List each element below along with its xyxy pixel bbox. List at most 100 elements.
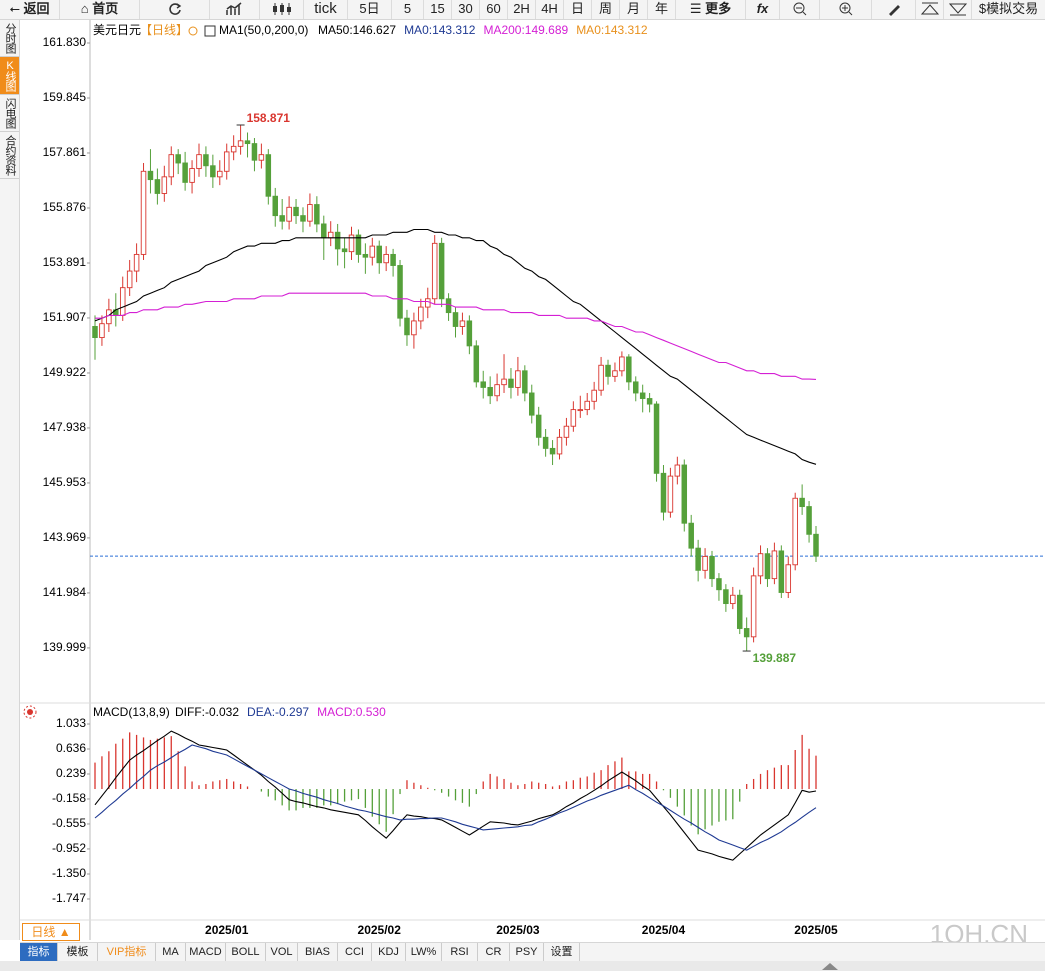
side-tab[interactable]: 闪电图 <box>0 95 19 132</box>
tab[interactable]: RSI <box>442 943 478 961</box>
candle-body <box>327 231 334 239</box>
candle-body <box>626 356 632 383</box>
candle-body <box>667 475 674 513</box>
candle-body <box>639 392 646 399</box>
period-button[interactable]: 60 <box>480 0 508 19</box>
candle-body <box>716 578 722 591</box>
icon <box>272 3 291 15</box>
tab[interactable]: 设置 <box>544 943 580 961</box>
candle-body <box>785 564 792 593</box>
tab[interactable]: LW% <box>406 943 442 961</box>
candle-body <box>563 425 570 438</box>
side-tab[interactable]: K线图 <box>0 57 19 95</box>
indicator-label: MA1(50,0,200,0) <box>219 23 308 37</box>
candle-body <box>750 575 757 638</box>
side-tab[interactable]: 合约资料 <box>0 132 19 179</box>
period-label: 【日线】 <box>140 23 188 37</box>
tab[interactable]: 模板 <box>58 943 98 961</box>
ma-line <box>95 292 817 380</box>
period-button[interactable]: 年 <box>648 0 676 19</box>
candle-body <box>369 245 376 258</box>
y-tick-label: 0.636 <box>56 741 86 755</box>
chart-button[interactable] <box>210 0 260 19</box>
candle-body <box>431 242 438 300</box>
candle-body <box>293 206 299 217</box>
candle-body <box>757 553 764 577</box>
y-tick-label: -0.952 <box>52 841 86 855</box>
candle-body <box>244 140 251 145</box>
icon <box>888 5 900 16</box>
candle-body <box>251 143 258 161</box>
zoom-in-button[interactable] <box>820 0 872 19</box>
icon <box>204 25 216 37</box>
candle-body <box>182 162 188 183</box>
tab[interactable]: VIP指标 <box>98 943 156 961</box>
candle-body <box>743 628 750 638</box>
tab[interactable]: BOLL <box>226 943 266 961</box>
tab[interactable]: PSY <box>510 943 544 961</box>
candle-body <box>258 154 265 161</box>
tab[interactable]: VOL <box>266 943 298 961</box>
y-tick-label: 161.830 <box>43 35 87 49</box>
period-button[interactable]: 30 <box>452 0 480 19</box>
candle-body <box>230 145 237 153</box>
tab[interactable]: BIAS <box>298 943 338 961</box>
candle-body <box>217 170 223 178</box>
candle-body <box>203 154 209 167</box>
period-button[interactable]: 日 <box>564 0 592 19</box>
zoom-out-button[interactable] <box>780 0 820 19</box>
up-button[interactable] <box>916 0 944 19</box>
tab[interactable]: KDJ <box>372 943 406 961</box>
period-button[interactable]: 15 <box>424 0 452 19</box>
candle-body <box>653 403 660 474</box>
tab[interactable]: CR <box>478 943 510 961</box>
legend-entry: MA200:149.689 <box>483 23 568 37</box>
x-tick-label: 2025/02 <box>358 923 402 937</box>
candle-body <box>792 497 798 566</box>
y-tick-label: 153.891 <box>43 255 87 269</box>
candle-body <box>480 381 486 388</box>
macd-line <box>94 744 817 851</box>
candle-body <box>411 320 417 336</box>
legend-entry: MA50:146.627 <box>318 23 396 37</box>
y-tick-label: 157.861 <box>43 145 87 159</box>
candle-button[interactable] <box>260 0 304 19</box>
tab[interactable]: MACD <box>186 943 226 961</box>
fx-button[interactable]: fx <box>746 0 780 19</box>
candle-body <box>646 398 653 405</box>
candle-body <box>397 265 403 319</box>
y-tick-label: 143.969 <box>43 530 87 544</box>
icon <box>23 705 37 719</box>
period-button[interactable]: 2H <box>508 0 536 19</box>
tab[interactable]: CCI <box>338 943 372 961</box>
period-button[interactable]: 月 <box>620 0 648 19</box>
period-button[interactable]: 4H <box>536 0 564 19</box>
candle-body <box>702 556 708 571</box>
period-button[interactable]: 5日 <box>348 0 392 19</box>
trade-button[interactable]: $模拟交易 <box>978 1 1039 16</box>
period-button[interactable]: 5 <box>392 0 424 19</box>
home-button[interactable]: ⌂ 首页 <box>60 0 140 19</box>
candle-body <box>279 215 285 222</box>
tick-button[interactable]: tick <box>304 0 348 19</box>
toolbar: ⭠ 返回 ⌂ 首页 tick 5日 5 15 30 60 2H 4H 日 周 月… <box>0 0 1045 20</box>
y-tick-label: 145.953 <box>43 475 87 489</box>
side-tab[interactable]: 分时图 <box>0 20 19 57</box>
refresh-button[interactable] <box>140 0 210 19</box>
candle-body <box>584 400 590 411</box>
candle-body <box>147 170 154 181</box>
period-switch[interactable]: 日线 ▲ <box>22 923 80 941</box>
draw-button[interactable] <box>872 0 916 19</box>
candle-body <box>314 204 320 225</box>
candle-body <box>660 472 667 513</box>
candle-body <box>771 550 778 580</box>
tab[interactable]: MA <box>156 943 186 961</box>
more-button[interactable]: ☰ 更多 <box>676 0 746 19</box>
back-button[interactable]: ⭠ 返回 <box>0 0 60 19</box>
candle-body <box>570 409 577 427</box>
legend-entry: MA0:143.312 <box>576 23 648 37</box>
down-button[interactable] <box>944 0 972 19</box>
tab[interactable]: 指标 <box>20 943 58 961</box>
macd-title: MACD(13,8,9) <box>93 705 170 719</box>
period-button[interactable]: 周 <box>592 0 620 19</box>
